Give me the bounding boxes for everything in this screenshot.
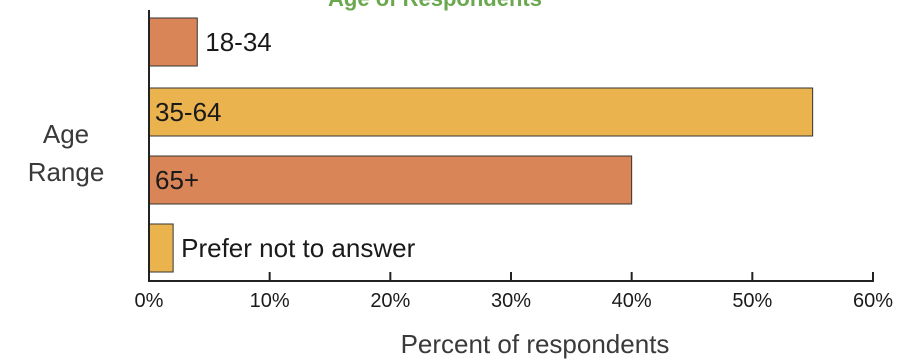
x-tick-label-0: 0% xyxy=(135,290,164,312)
x-tick-label-2: 20% xyxy=(370,290,410,312)
x-tick-label-4: 40% xyxy=(612,290,652,312)
bar-3 xyxy=(148,223,174,273)
x-tick-label-6: 60% xyxy=(853,290,893,312)
y-axis-title-line-2: Range xyxy=(28,157,105,187)
chart-title: Age of Respondents xyxy=(328,0,542,11)
category-labels-group: 18-34 35-64 65+ Prefer not to answer xyxy=(155,27,416,263)
bar-label-3: Prefer not to answer xyxy=(181,233,415,263)
bar-label-1: 35-64 xyxy=(155,97,222,127)
x-axis-title: Percent of respondents xyxy=(401,329,670,359)
bar-2 xyxy=(148,155,633,205)
bar-1 xyxy=(148,87,814,137)
y-axis-title-line-1: Age xyxy=(43,119,89,149)
x-ticks-group: 0% 10% 20% 30% 40% 50% 60% xyxy=(135,272,893,312)
bars-group xyxy=(148,17,814,273)
x-tick-label-3: 30% xyxy=(491,290,531,312)
bar-0 xyxy=(148,17,198,67)
x-tick-label-5: 50% xyxy=(732,290,772,312)
x-tick-label-1: 10% xyxy=(250,290,290,312)
bar-label-0: 18-34 xyxy=(205,27,272,57)
bar-label-2: 65+ xyxy=(155,165,199,195)
